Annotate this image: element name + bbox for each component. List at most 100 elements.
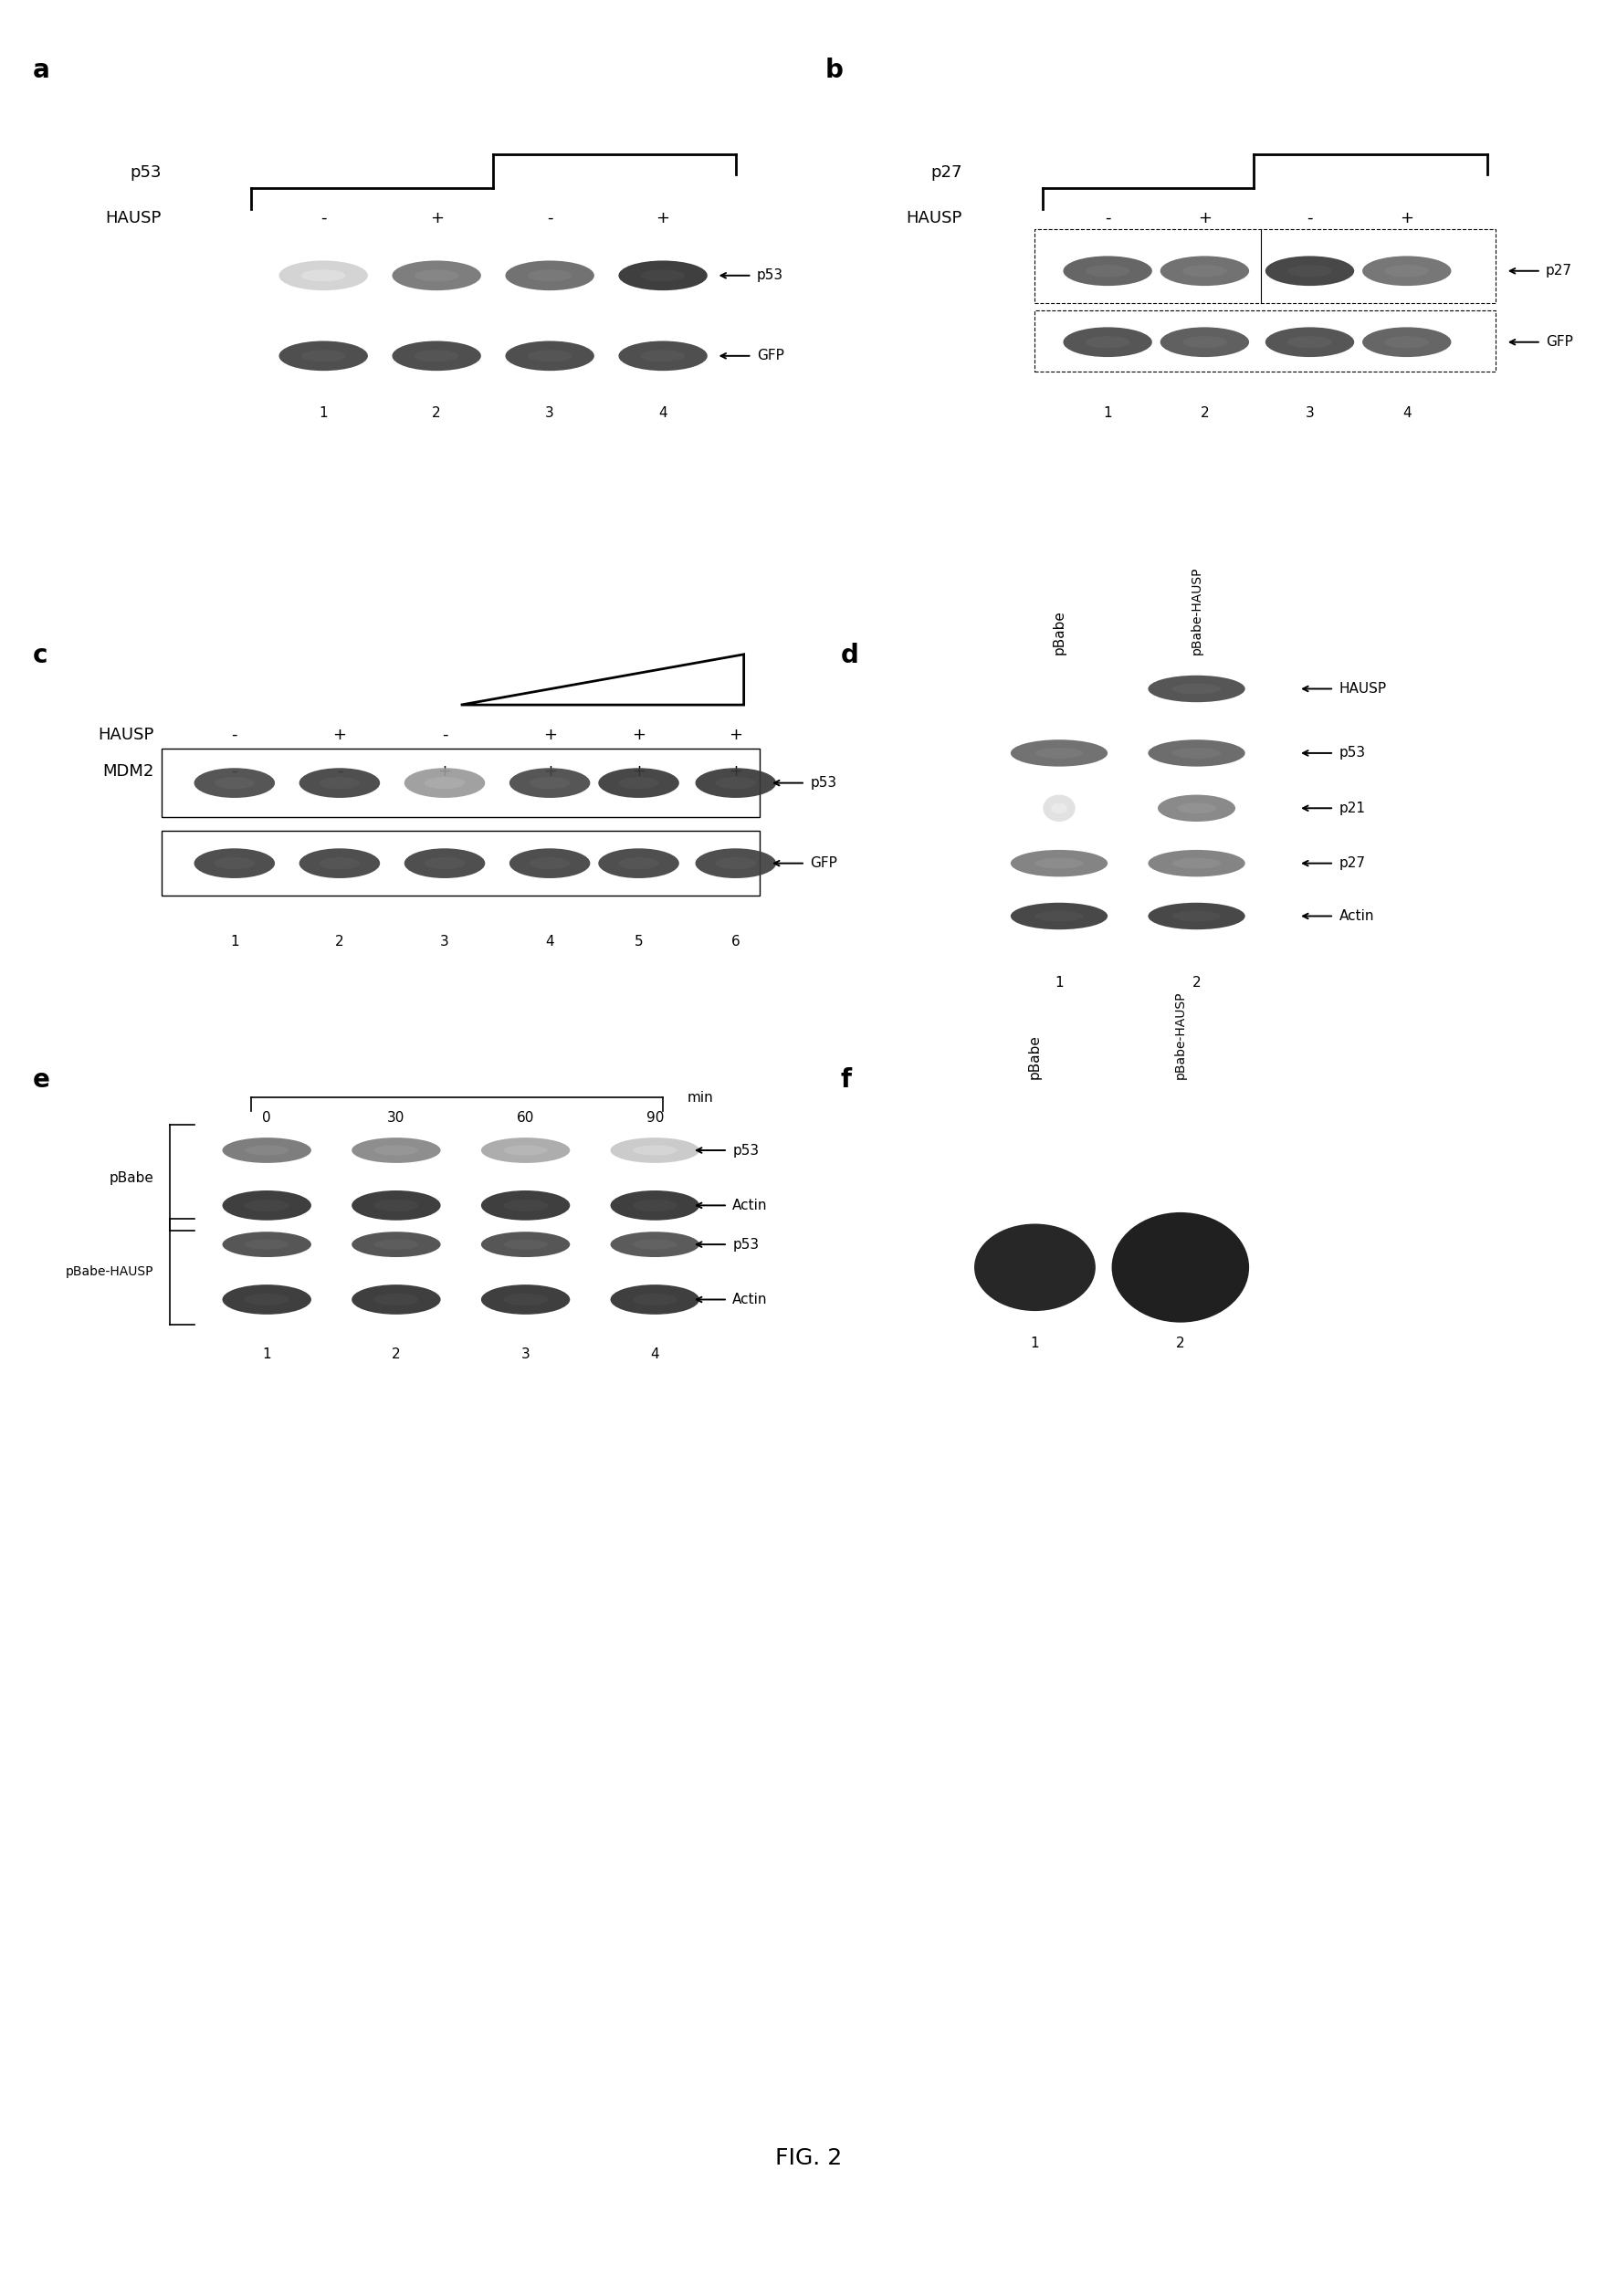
Ellipse shape (1062, 328, 1151, 356)
Ellipse shape (1172, 684, 1221, 693)
Ellipse shape (1362, 328, 1452, 356)
Text: f: f (841, 1068, 852, 1093)
Ellipse shape (351, 1189, 440, 1221)
Text: GFP: GFP (810, 856, 838, 870)
Text: e: e (32, 1068, 50, 1093)
Ellipse shape (301, 269, 346, 282)
Text: 2: 2 (391, 1348, 401, 1362)
Ellipse shape (1177, 804, 1216, 813)
Ellipse shape (1172, 912, 1221, 921)
Text: 1: 1 (1030, 1336, 1040, 1350)
Text: HAUSP: HAUSP (105, 209, 162, 227)
Ellipse shape (503, 1146, 548, 1155)
Ellipse shape (632, 1293, 678, 1306)
Text: 1: 1 (1054, 976, 1064, 990)
Ellipse shape (1011, 850, 1108, 877)
Ellipse shape (598, 847, 679, 879)
Text: a: a (32, 57, 50, 83)
Ellipse shape (1062, 257, 1151, 285)
Ellipse shape (1159, 257, 1248, 285)
Text: MDM2: MDM2 (102, 762, 154, 781)
Ellipse shape (414, 269, 459, 282)
Ellipse shape (391, 342, 482, 370)
Ellipse shape (1148, 675, 1245, 703)
Ellipse shape (194, 847, 275, 879)
Ellipse shape (503, 1240, 548, 1249)
Text: +: + (729, 726, 742, 744)
Ellipse shape (1172, 748, 1221, 758)
Text: p27: p27 (931, 163, 962, 181)
Ellipse shape (280, 262, 369, 289)
Text: -: - (336, 762, 343, 781)
Ellipse shape (482, 1231, 571, 1258)
Ellipse shape (1158, 794, 1235, 822)
Text: HAUSP: HAUSP (1339, 682, 1386, 696)
Ellipse shape (632, 1146, 678, 1155)
Ellipse shape (1264, 328, 1355, 356)
Ellipse shape (319, 856, 359, 870)
Ellipse shape (244, 1240, 289, 1249)
Text: +: + (729, 762, 742, 781)
Text: 2: 2 (1192, 976, 1201, 990)
Text: p21: p21 (1339, 801, 1365, 815)
Ellipse shape (244, 1199, 289, 1212)
Ellipse shape (695, 767, 776, 799)
Ellipse shape (611, 1137, 699, 1164)
Text: -: - (547, 209, 553, 227)
Text: Actin: Actin (1339, 909, 1374, 923)
Text: d: d (841, 643, 859, 668)
Bar (162, 831, 760, 895)
Text: -: - (320, 209, 327, 227)
Ellipse shape (506, 262, 595, 289)
Ellipse shape (503, 1293, 548, 1306)
Text: p53: p53 (131, 163, 162, 181)
Ellipse shape (611, 1231, 699, 1258)
Ellipse shape (1264, 257, 1355, 285)
Ellipse shape (1035, 912, 1083, 921)
Text: FIG. 2: FIG. 2 (775, 2147, 842, 2170)
Text: 2: 2 (335, 934, 344, 948)
Ellipse shape (1148, 739, 1245, 767)
Text: 2: 2 (432, 406, 441, 420)
Ellipse shape (482, 1189, 571, 1221)
Text: p27: p27 (1546, 264, 1572, 278)
Ellipse shape (1035, 748, 1083, 758)
Text: Actin: Actin (733, 1293, 768, 1306)
Text: -: - (441, 726, 448, 744)
Text: b: b (825, 57, 842, 83)
Ellipse shape (319, 776, 359, 790)
Text: Actin: Actin (733, 1199, 768, 1212)
Text: GFP: GFP (757, 349, 784, 363)
Ellipse shape (1159, 328, 1248, 356)
Ellipse shape (374, 1199, 419, 1212)
Text: GFP: GFP (1546, 335, 1573, 349)
Text: HAUSP: HAUSP (97, 726, 154, 744)
Ellipse shape (213, 856, 254, 870)
Ellipse shape (715, 776, 757, 790)
Ellipse shape (374, 1240, 419, 1249)
Text: pBabe: pBabe (1053, 611, 1066, 654)
Text: 3: 3 (521, 1348, 530, 1362)
Text: 90: 90 (647, 1111, 663, 1125)
Text: 60: 60 (517, 1111, 534, 1125)
Ellipse shape (1287, 264, 1332, 278)
Text: 4: 4 (1402, 406, 1412, 420)
Ellipse shape (1112, 1212, 1248, 1322)
Ellipse shape (1011, 902, 1108, 930)
Ellipse shape (715, 856, 757, 870)
Ellipse shape (1035, 859, 1083, 868)
Ellipse shape (632, 1199, 678, 1212)
Ellipse shape (391, 262, 482, 289)
Text: 1: 1 (230, 934, 239, 948)
Ellipse shape (973, 1224, 1095, 1311)
Ellipse shape (482, 1283, 571, 1313)
Ellipse shape (223, 1137, 310, 1164)
Bar (1035, 310, 1496, 372)
Ellipse shape (424, 776, 466, 790)
Text: -: - (1104, 209, 1111, 227)
Bar (1035, 230, 1496, 303)
Ellipse shape (618, 776, 660, 790)
Text: 2: 2 (1200, 406, 1210, 420)
Ellipse shape (509, 847, 590, 879)
Bar (162, 748, 760, 817)
